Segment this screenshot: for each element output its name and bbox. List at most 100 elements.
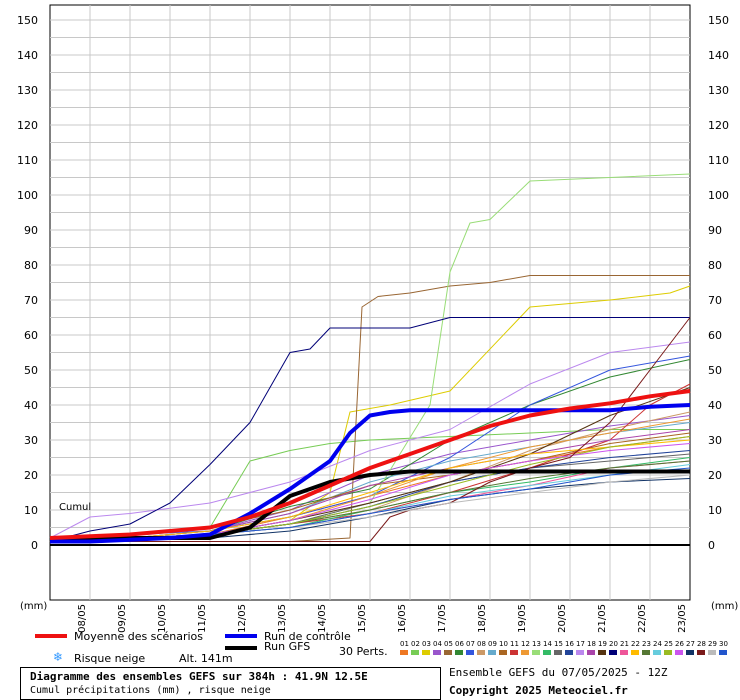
member-number: 17 <box>576 640 585 648</box>
x-tick-label: 22/05 <box>637 604 648 633</box>
member-number: 25 <box>664 640 673 648</box>
member-swatch <box>642 650 650 655</box>
legend-gfs-swatch <box>225 646 257 650</box>
member-number: 21 <box>620 640 629 648</box>
member-swatch <box>488 650 496 655</box>
member-swatch <box>422 650 430 655</box>
member-swatch <box>686 650 694 655</box>
member-swatch <box>433 650 441 655</box>
y-tick-label: 10 <box>24 504 38 517</box>
y-tick-label: 20 <box>708 469 722 482</box>
y-tick-label: 100 <box>17 189 38 202</box>
member-swatch <box>565 650 573 655</box>
member-number: 11 <box>510 640 519 648</box>
info-box: Diagramme des ensembles GEFS sur 384h : … <box>20 667 441 700</box>
series-line-moyenne-des-scénarios <box>49 389 691 540</box>
y-tick-label: 30 <box>708 434 722 447</box>
x-tick-label: 18/05 <box>477 604 488 633</box>
member-number: 14 <box>543 640 552 648</box>
member-number: 23 <box>642 640 651 648</box>
member-swatch <box>609 650 617 655</box>
y-tick-label: 30 <box>24 434 38 447</box>
member-number: 16 <box>565 640 574 648</box>
x-tick-label: 12/05 <box>237 604 248 633</box>
y-tick-label: 10 <box>708 504 722 517</box>
x-tick-label: 10/05 <box>157 604 168 633</box>
grid <box>49 4 691 601</box>
member-swatch <box>477 650 485 655</box>
member-swatch <box>620 650 628 655</box>
member-number: 22 <box>631 640 640 648</box>
legend-control-label: Run de contrôle <box>264 630 351 643</box>
snowflake-icon: ❄ <box>53 650 64 664</box>
x-tick-labels: 08/05 09/05 10/05 11/05 12/05 13/05 14/05 15/05… <box>77 604 688 633</box>
corner-label: Cumul <box>59 502 91 513</box>
member-swatch <box>631 650 639 655</box>
chart-subtitle: Cumul précipitations (mm) , risque neige <box>30 685 271 696</box>
y-tick-labels-left: 0 10 20 30 40 50 60 70 80 90 100 110 120 130 140 150 <box>17 14 38 552</box>
y-tick-label: 140 <box>17 49 38 62</box>
member-number: 02 <box>411 640 420 648</box>
member-number: 27 <box>686 640 695 648</box>
member-number: 05 <box>444 640 453 648</box>
member-swatch <box>664 650 672 655</box>
member-number: 29 <box>708 640 717 648</box>
member-number: 01 <box>400 640 409 648</box>
member-swatch <box>675 650 683 655</box>
y-tick-label: 120 <box>17 119 38 132</box>
member-number: 18 <box>587 640 596 648</box>
member-number: 12 <box>521 640 530 648</box>
series-line-20 <box>49 317 690 542</box>
member-swatch <box>653 650 661 655</box>
member-swatch <box>708 650 716 655</box>
member-number: 20 <box>609 640 618 648</box>
x-tick-label: 08/05 <box>77 604 88 633</box>
member-swatch <box>400 650 408 655</box>
member-number: 04 <box>433 640 442 648</box>
x-tick-label: 21/05 <box>597 604 608 633</box>
member-number: 28 <box>697 640 706 648</box>
member-number: 13 <box>532 640 541 648</box>
legend-mean-swatch <box>35 634 67 638</box>
y-tick-label: 70 <box>708 294 722 307</box>
y-tick-label: 90 <box>24 224 38 237</box>
member-number: 26 <box>675 640 684 648</box>
member-swatch <box>510 650 518 655</box>
member-swatch <box>411 650 419 655</box>
x-tick-label: 15/05 <box>357 604 368 633</box>
x-tick-label: 11/05 <box>197 604 208 633</box>
run-label: Ensemble GEFS du 07/05/2025 - 12Z <box>449 666 668 679</box>
y-tick-label: 70 <box>24 294 38 307</box>
y-tick-label: 60 <box>708 329 722 342</box>
legend-mean-label: Moyenne des scénarios <box>74 630 203 643</box>
y-tick-labels-right: 0 10 20 30 40 50 60 70 80 90 100 110 120 130 140 150 <box>708 14 729 552</box>
x-tick-label: 16/05 <box>397 604 408 633</box>
y-unit-label-right: (mm) <box>711 601 738 612</box>
y-tick-label: 110 <box>17 154 38 167</box>
x-tick-label: 14/05 <box>317 604 328 633</box>
x-tick-label: 09/05 <box>117 604 128 633</box>
y-tick-label: 20 <box>24 469 38 482</box>
member-number: 08 <box>477 640 486 648</box>
y-tick-label: 0 <box>708 539 715 552</box>
series-line-22 <box>49 439 691 542</box>
perts-label: 30 Perts. <box>339 645 388 658</box>
altitude-label: Alt. 141m <box>179 652 233 665</box>
y-tick-label: 50 <box>24 364 38 377</box>
x-tick-label: 20/05 <box>557 604 568 633</box>
y-tick-label: 60 <box>24 329 38 342</box>
member-swatch <box>455 650 463 655</box>
member-swatch <box>521 650 529 655</box>
y-tick-label: 50 <box>708 364 722 377</box>
member-swatch <box>532 650 540 655</box>
copyright: Copyright 2025 Meteociel.fr <box>449 684 628 697</box>
member-swatch <box>598 650 606 655</box>
legend-snow-label: Risque neige <box>74 652 146 665</box>
member-number: 30 <box>719 640 728 648</box>
y-unit-label-left: (mm) <box>20 601 47 612</box>
member-swatch <box>543 650 551 655</box>
y-tick-label: 130 <box>708 84 729 97</box>
series-group <box>49 173 691 544</box>
member-swatch <box>444 650 452 655</box>
